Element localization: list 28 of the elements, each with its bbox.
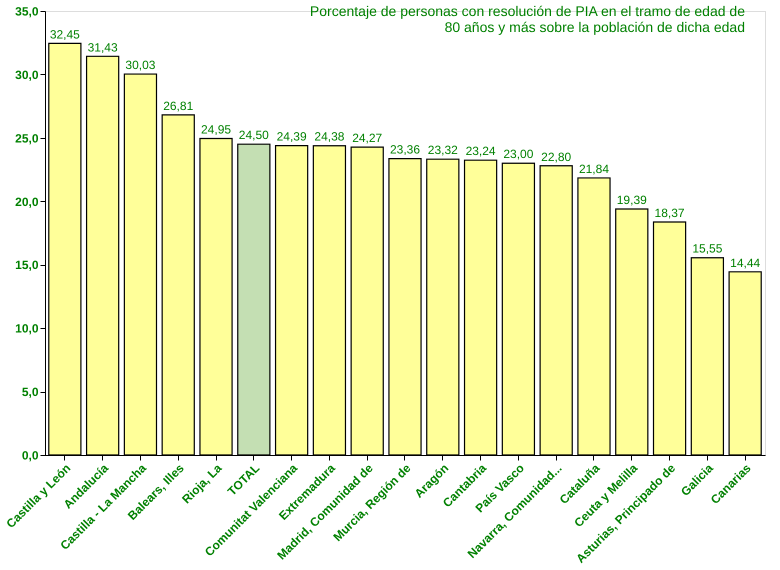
data-label: 24,38 — [314, 130, 345, 144]
data-label: 23,00 — [503, 147, 534, 162]
data-label: 23,32 — [428, 143, 458, 158]
data-label: 19,39 — [616, 193, 648, 208]
y-tick-label: 5,0 — [22, 385, 39, 400]
data-label: 32,45 — [50, 27, 80, 42]
y-tick-label: 20,0 — [15, 194, 39, 209]
data-label: 22,80 — [541, 150, 572, 164]
y-tick-label: 30,0 — [15, 68, 39, 82]
data-label: 15,55 — [692, 242, 723, 256]
data-label: 24,39 — [276, 130, 307, 144]
data-label: 26,81 — [163, 98, 194, 113]
data-label: 18,37 — [654, 206, 685, 220]
data-label: 14,44 — [730, 256, 760, 270]
data-label: 24,50 — [238, 128, 270, 142]
y-tick-label: 15,0 — [15, 258, 39, 272]
data-label: 21,84 — [578, 162, 610, 176]
data-label: 23,24 — [466, 144, 496, 158]
y-tick-label: 10,0 — [15, 322, 39, 336]
y-tick-label: 0,0 — [22, 448, 39, 462]
data-label: 23,36 — [390, 142, 420, 157]
data-label: 24,27 — [352, 131, 383, 146]
data-label: 24,95 — [201, 122, 232, 136]
data-label: 30,03 — [125, 58, 156, 72]
y-tick-label: 25,0 — [15, 131, 39, 146]
y-tick-label: 35,0 — [15, 4, 39, 18]
data-label: 31,43 — [88, 40, 118, 54]
chart-title: Porcentaje de personas con resolución de PIA en el tramo de edad de 80 años y más sobre la población de dicha edad — [310, 3, 746, 35]
